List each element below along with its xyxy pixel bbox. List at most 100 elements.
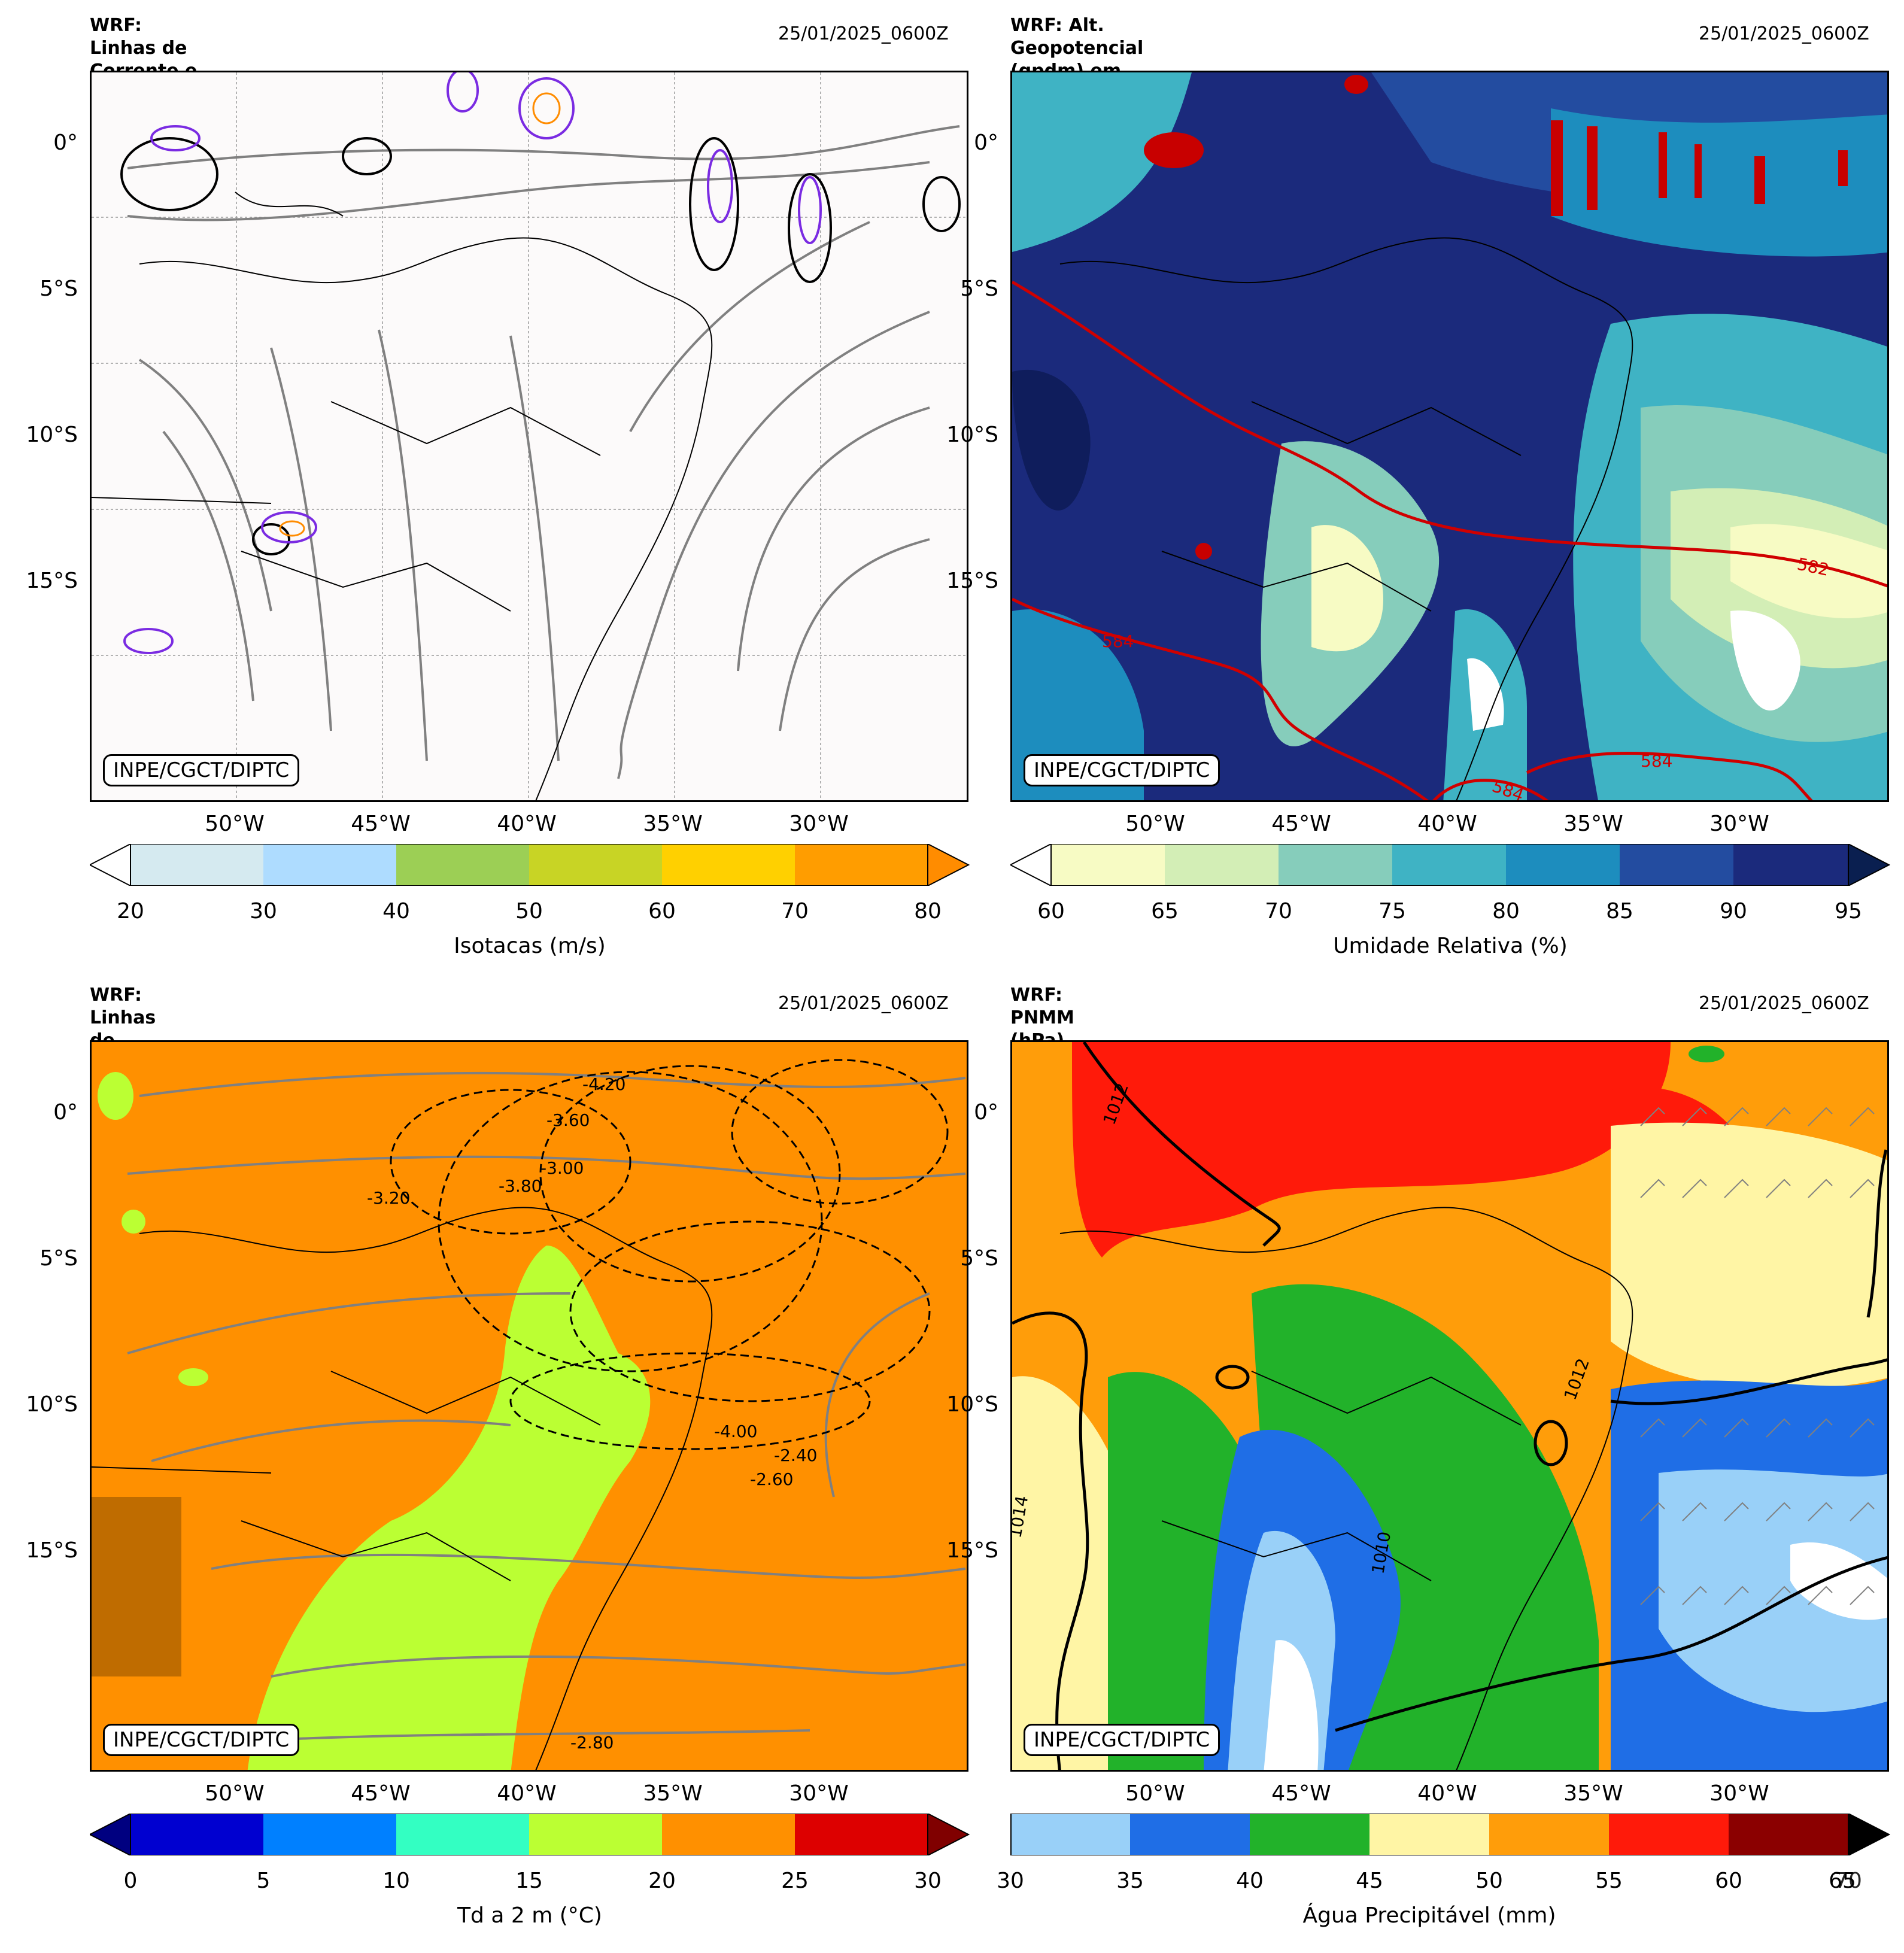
colorbar-bin — [263, 844, 396, 886]
map-area[interactable] — [90, 71, 968, 802]
colorbar-bin — [1733, 844, 1848, 886]
panel-date: 25/01/2025_0600Z — [778, 993, 949, 1014]
colorbar-bin — [662, 844, 795, 886]
colorbar-tick: 35 — [1116, 1869, 1144, 1893]
lat-label: 0° — [974, 1100, 998, 1125]
colorbar-over — [927, 844, 970, 886]
colorbar-tick: 60 — [648, 899, 676, 924]
colorbar-under — [90, 1814, 131, 1855]
colorbar-tick: 0 — [123, 1869, 138, 1893]
colorbar-under — [1010, 844, 1052, 886]
credit-label: INPE/CGCT/DIPTC — [103, 1724, 300, 1756]
map-area[interactable]: 582 584 584 584 — [1010, 71, 1889, 802]
colorbar-tick: 50 — [1475, 1869, 1503, 1893]
colorbar-tick: 70 — [781, 899, 809, 924]
colorbar-bin — [1051, 844, 1165, 886]
credit-label: INPE/CGCT/DIPTC — [1024, 1724, 1220, 1756]
lat-label: 10°S — [946, 423, 998, 447]
lon-label: 30°W — [1709, 1781, 1769, 1806]
colorbar-bin — [1506, 844, 1620, 886]
colorbar-tick: 65 — [1151, 899, 1179, 924]
colorbar — [1010, 1814, 1890, 1855]
colorbar-bin — [1620, 844, 1733, 886]
colorbar-bin — [529, 844, 662, 886]
colorbar-bin — [1489, 1814, 1609, 1855]
colorbar-tick: 40 — [382, 899, 410, 924]
lon-label: 35°W — [643, 812, 703, 836]
lon-label: 40°W — [1417, 812, 1477, 836]
colorbar-tick: 20 — [117, 899, 144, 924]
colorbar-tick: 60 — [1037, 899, 1065, 924]
panel-date: 25/01/2025_0600Z — [1699, 23, 1869, 44]
lon-label: 40°W — [497, 1781, 557, 1806]
lon-label: 45°W — [351, 812, 411, 836]
colorbar-over — [927, 1814, 970, 1855]
colorbar-bin — [1010, 1814, 1130, 1855]
colorbar-tick: 30 — [914, 1869, 942, 1893]
lat-label: 10°S — [26, 423, 78, 447]
colorbar-tick: 30 — [250, 899, 277, 924]
lon-label: 30°W — [789, 812, 849, 836]
map-graphic: -4.20 -3.80 -3.60 -3.00 -3.20 -4.00 -2.6… — [92, 1042, 967, 1770]
map-area[interactable]: 1012 1014 1012 1010 — [1010, 1040, 1889, 1772]
colorbar-tick: 85 — [1606, 899, 1633, 924]
contour-label: -4.20 — [582, 1074, 625, 1094]
colorbar-label: Umidade Relativa (%) — [1333, 934, 1568, 958]
contour-label: -3.20 — [367, 1188, 410, 1208]
contour-label: -3.80 — [499, 1176, 542, 1196]
contour-label: 584 — [1641, 751, 1672, 771]
colorbar-tick: 80 — [1492, 899, 1520, 924]
lat-label: 5°S — [40, 1246, 78, 1271]
colorbar-bin — [1369, 1814, 1489, 1855]
colorbar-tick: 60 — [1715, 1869, 1742, 1893]
lat-label: 10°S — [946, 1392, 998, 1417]
colorbar-tick: 30 — [997, 1869, 1024, 1893]
colorbar-over — [1848, 1814, 1890, 1855]
colorbar-under — [90, 844, 131, 886]
lon-label: 35°W — [1563, 1781, 1623, 1806]
colorbar-bin — [795, 844, 928, 886]
lat-label: 10°S — [26, 1392, 78, 1417]
lat-label: 15°S — [26, 1538, 78, 1563]
map-graphic — [92, 72, 967, 800]
colorbar-bin — [1729, 1814, 1848, 1855]
lon-label: 45°W — [1271, 812, 1331, 836]
colorbar-tick: 5 — [256, 1869, 271, 1893]
lon-label: 30°W — [789, 1781, 849, 1806]
colorbar-tick: 15 — [515, 1869, 543, 1893]
colorbar-bin — [130, 844, 263, 886]
map-area[interactable]: -4.20 -3.80 -3.60 -3.00 -3.20 -4.00 -2.6… — [90, 1040, 968, 1772]
colorbar-over — [1848, 844, 1890, 886]
colorbar-bin — [396, 1814, 529, 1855]
lon-label: 40°W — [497, 812, 557, 836]
panel-date: 25/01/2025_0600Z — [1699, 993, 1869, 1014]
colorbar-label: Água Precipitável (mm) — [1302, 1903, 1556, 1928]
colorbar-label: Td a 2 m (°C) — [457, 1903, 602, 1928]
contour-label: -2.40 — [774, 1445, 817, 1465]
lat-label: 15°S — [946, 1538, 998, 1563]
colorbar-bin — [1250, 1814, 1369, 1855]
colorbar-tick: 65 — [1829, 1869, 1856, 1893]
lat-label: 5°S — [960, 1246, 998, 1271]
colorbar-tick: 20 — [648, 1869, 676, 1893]
colorbar-bin — [396, 844, 529, 886]
lon-label: 30°W — [1709, 812, 1769, 836]
colorbar-tick: 40 — [1236, 1869, 1264, 1893]
colorbar-label: Isotacas (m/s) — [454, 934, 606, 958]
map-graphic: 582 584 584 584 — [1012, 72, 1887, 800]
contour-label: -3.00 — [540, 1158, 584, 1178]
colorbar-bin — [529, 1814, 662, 1855]
colorbar-bin — [263, 1814, 396, 1855]
colorbar-tick: 55 — [1595, 1869, 1623, 1893]
colorbar-tick: 10 — [382, 1869, 410, 1893]
colorbar-tick: 70 — [1265, 899, 1292, 924]
panel-date: 25/01/2025_0600Z — [778, 23, 949, 44]
colorbar-tick: 95 — [1835, 899, 1862, 924]
colorbar — [90, 1814, 970, 1855]
colorbar-tick: 80 — [914, 899, 942, 924]
colorbar — [1010, 844, 1890, 886]
colorbar-bin — [1165, 844, 1279, 886]
colorbar-bin — [130, 1814, 263, 1855]
colorbar-tick: 90 — [1720, 899, 1747, 924]
lon-label: 50°W — [205, 812, 265, 836]
